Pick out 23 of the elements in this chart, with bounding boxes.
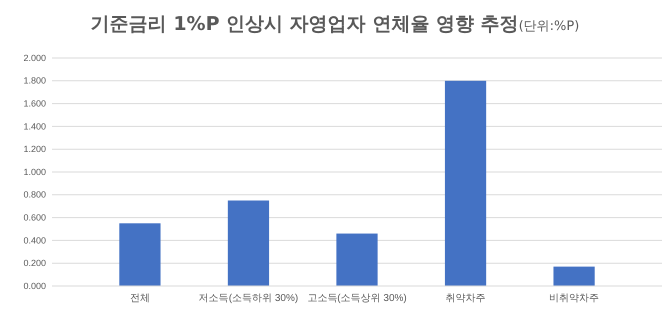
- y-tick-label: 0.800: [23, 190, 46, 200]
- x-tick-label: 전체: [130, 293, 150, 304]
- y-tick-label: 1.200: [23, 144, 46, 154]
- bar: [228, 200, 270, 286]
- x-tick-label: 고소득(소득상위 30%): [307, 293, 407, 304]
- bar: [553, 266, 595, 286]
- y-tick-label: 1.800: [23, 76, 46, 86]
- y-tick-label: 1.400: [23, 121, 46, 132]
- y-tick-label: 1.600: [23, 98, 46, 108]
- x-tick-label: 취약차주: [446, 293, 486, 304]
- y-tick-label: 0.200: [23, 258, 46, 268]
- y-tick-label: 0.400: [23, 235, 46, 246]
- y-tick-label: 0.000: [23, 280, 46, 291]
- chart-title: 기준금리 1%P 인상시 자영업자 연체율 영향 추정: [90, 13, 519, 35]
- y-tick-label: 0.600: [23, 212, 46, 222]
- x-tick-label: 저소득(소득하위 30%): [198, 293, 298, 304]
- y-tick-label: 2.000: [23, 52, 46, 63]
- bar: [336, 234, 378, 286]
- y-tick-label: 1.000: [23, 166, 46, 177]
- x-tick-label: 비취약차주: [549, 293, 600, 304]
- bar: [119, 223, 161, 286]
- bar: [444, 80, 486, 286]
- chart-subtitle: (단위:%P): [518, 19, 580, 34]
